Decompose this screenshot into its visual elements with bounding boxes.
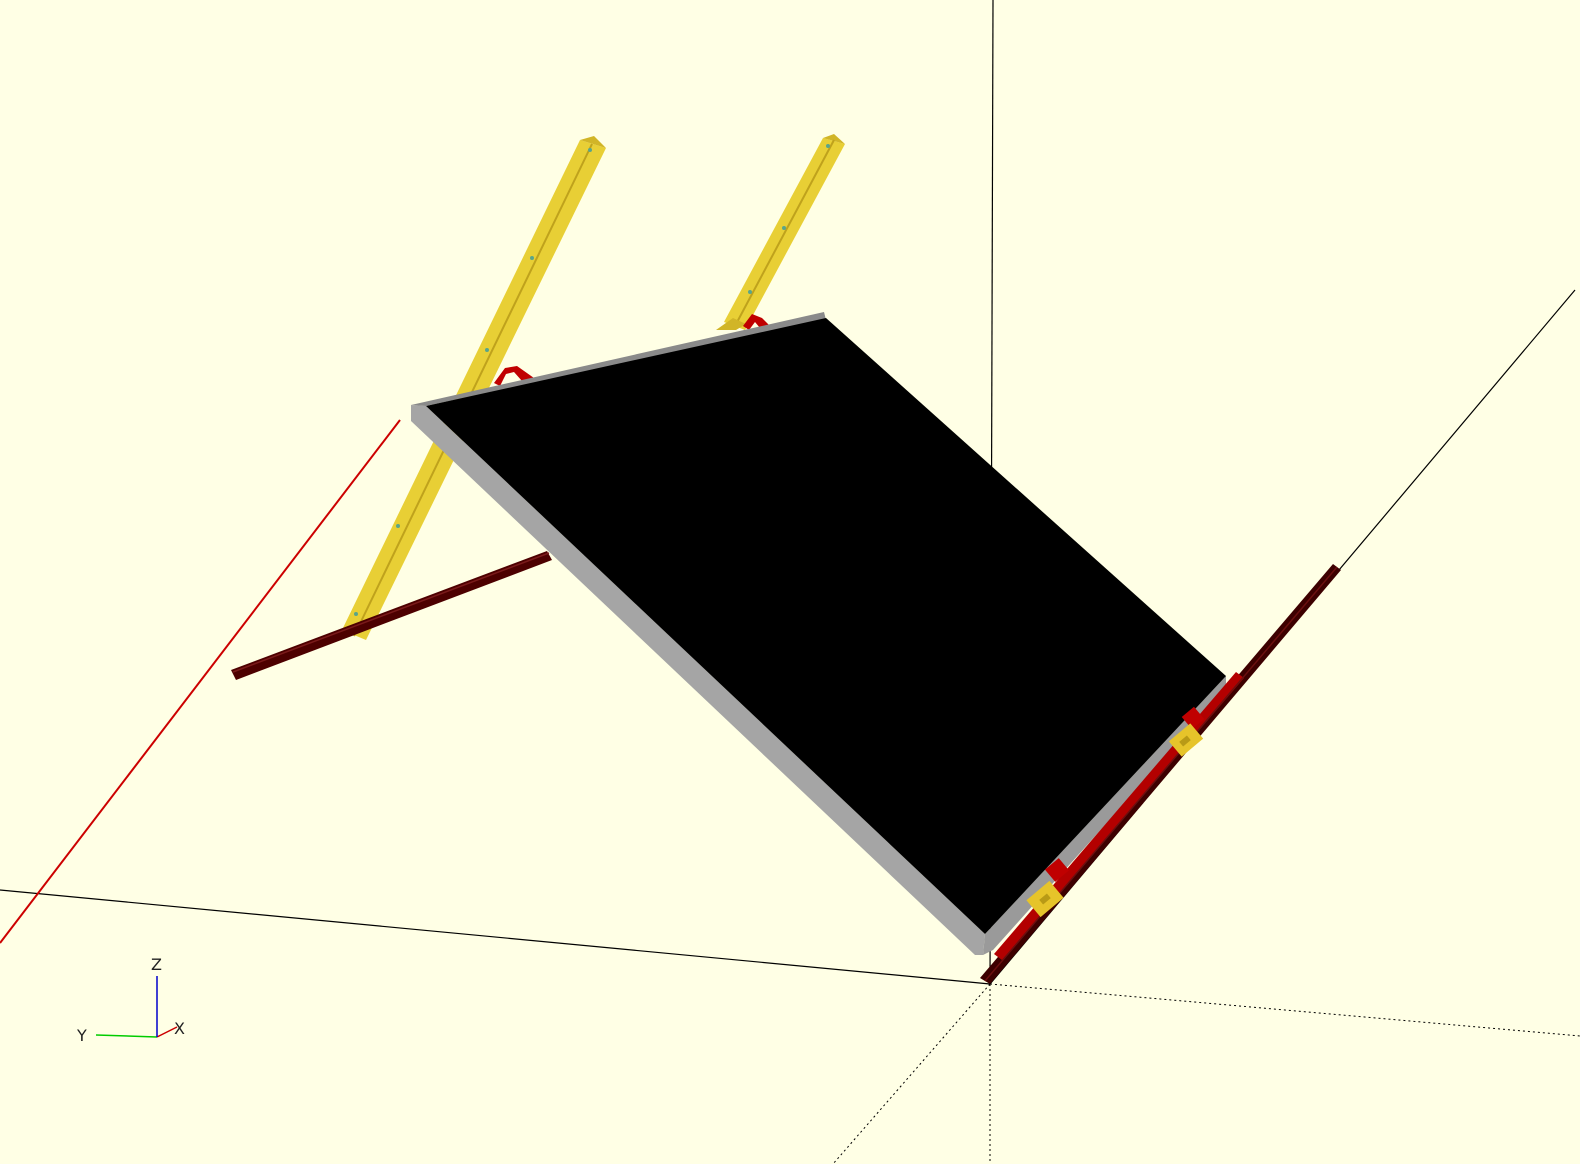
strut-side bbox=[580, 136, 606, 148]
bracket-red bbox=[1181, 706, 1205, 730]
panel-top bbox=[426, 318, 1226, 934]
gizmo-y-axis bbox=[95, 1034, 158, 1038]
strut-back-right[interactable] bbox=[724, 134, 845, 330]
bracket-front-lower[interactable] bbox=[1026, 858, 1070, 918]
bracket-red bbox=[1044, 858, 1070, 882]
red-guide-line bbox=[0, 419, 401, 944]
gizmo-y-label: Y bbox=[76, 1026, 87, 1045]
bracket-shape bbox=[716, 318, 746, 330]
bracket-front-upper[interactable] bbox=[1168, 706, 1205, 757]
gizmo-z-label: Z bbox=[151, 955, 162, 974]
strut-hole bbox=[826, 144, 830, 148]
rod-back[interactable] bbox=[231, 551, 552, 680]
strut-hole bbox=[588, 148, 592, 152]
strut-side bbox=[823, 134, 845, 144]
gizmo-x-label: X bbox=[174, 1019, 185, 1038]
axis-gizmo: X Y Z bbox=[76, 955, 185, 1045]
bracket-yellow-shade bbox=[1039, 893, 1051, 905]
panel-edge-back bbox=[411, 312, 826, 406]
strut-hole bbox=[396, 524, 400, 528]
axis-y-positive bbox=[0, 889, 991, 985]
bracket-yellow-shade bbox=[1179, 735, 1191, 747]
bracket-shape bbox=[494, 366, 534, 386]
strut-hole bbox=[485, 348, 489, 352]
rod-body bbox=[231, 551, 552, 680]
gizmo-x-axis bbox=[156, 1026, 178, 1038]
bracket-top-left[interactable] bbox=[494, 366, 534, 386]
panel-edge-front bbox=[983, 676, 1226, 955]
strut-hole bbox=[782, 226, 786, 230]
solar-panel[interactable] bbox=[411, 312, 1226, 955]
rod-highlight bbox=[232, 552, 550, 673]
panel-edge-side bbox=[411, 405, 985, 955]
strut-edge bbox=[353, 143, 593, 637]
axis-x-negative bbox=[989, 983, 1580, 1037]
strut-back-left[interactable] bbox=[342, 136, 606, 640]
strut-hole bbox=[530, 256, 534, 260]
strut-hole bbox=[748, 290, 752, 294]
strut-hole bbox=[354, 612, 358, 616]
strut-edge bbox=[734, 139, 835, 327]
